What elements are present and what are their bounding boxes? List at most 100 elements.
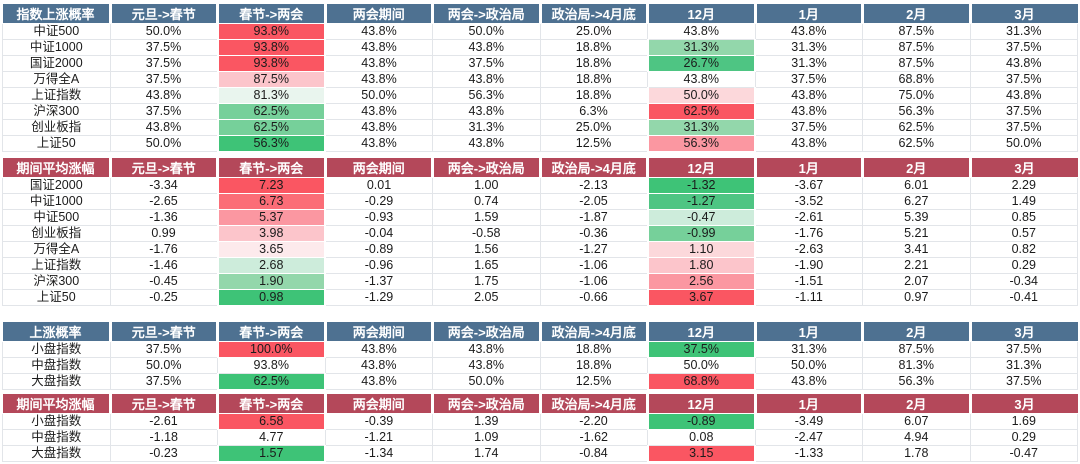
column-header: 春节->两会 [217, 158, 327, 178]
value-cell: 1.00 [432, 177, 541, 194]
value-cell: 62.5% [862, 135, 971, 152]
value-cell: 6.27 [862, 193, 971, 210]
value-cell: 75.0% [862, 87, 971, 104]
value-cell: 37.5% [109, 71, 218, 88]
column-header: 春节->两会 [217, 4, 327, 24]
column-header: 政治局->4月底 [540, 394, 649, 414]
value-cell: 0.57 [969, 225, 1078, 242]
column-header: 12月 [647, 158, 757, 178]
value-cell: 3.65 [216, 241, 326, 258]
value-cell: -0.36 [539, 225, 648, 242]
column-header: 两会->政治局 [432, 158, 542, 178]
value-cell: -1.32 [646, 177, 756, 194]
value-cell: 43.8% [324, 39, 433, 56]
value-cell: 56.3% [862, 373, 971, 390]
value-cell: 50.0% [754, 357, 863, 374]
value-cell: 31.3% [646, 119, 756, 136]
column-header: 2月 [862, 4, 972, 24]
table-row: 中证1000 -2.65 6.73 -0.29 0.74 -2.05 -1.27 -3.52 6… [2, 193, 1078, 210]
value-cell: 5.37 [216, 209, 326, 226]
section-title: 上涨概率 [2, 322, 112, 342]
value-cell: 93.8% [216, 39, 326, 56]
value-cell: 56.3% [862, 103, 971, 120]
value-cell: -1.51 [754, 273, 863, 290]
row-label: 中证1000 [2, 193, 111, 210]
value-cell: 2.56 [646, 273, 756, 290]
value-cell: 93.8% [217, 357, 326, 374]
row-label: 创业板指 [2, 225, 111, 242]
row-label: 万得全A [2, 71, 111, 88]
value-cell: 31.3% [969, 357, 1078, 374]
value-cell: -0.84 [539, 445, 648, 462]
value-cell: 37.5% [109, 39, 218, 56]
value-cell: -2.61 [109, 413, 218, 430]
value-cell: 43.8% [324, 71, 433, 88]
value-cell: 50.0% [432, 23, 541, 40]
value-cell: 31.3% [754, 55, 863, 72]
row-label: 国证2000 [2, 177, 111, 194]
header-row: 期间平均涨幅 元旦->春节 春节->两会 两会期间 两会->政治局 政治局->4月底 12月… [2, 394, 1078, 414]
value-cell: 50.0% [109, 357, 218, 374]
value-cell: 3.98 [216, 225, 326, 242]
value-cell: 2.07 [862, 273, 971, 290]
row-label: 沪深300 [2, 103, 111, 120]
value-cell: -1.87 [539, 209, 648, 226]
value-cell: 18.8% [539, 87, 648, 104]
column-header: 政治局->4月底 [540, 158, 649, 178]
value-cell: 37.5% [969, 39, 1078, 56]
header-row: 期间平均涨幅 元旦->春节 春节->两会 两会期间 两会->政治局 政治局->4月底 12月… [2, 158, 1078, 178]
value-cell: -3.67 [754, 177, 863, 194]
value-cell: 43.8% [109, 119, 218, 136]
row-label: 中证500 [2, 209, 111, 226]
value-cell: 7.23 [216, 177, 326, 194]
value-cell: 43.8% [432, 357, 541, 374]
value-cell: 31.3% [646, 39, 756, 56]
value-cell: -1.06 [539, 273, 648, 290]
value-cell: 6.01 [862, 177, 971, 194]
value-cell: -1.27 [539, 241, 648, 258]
value-cell: -0.58 [432, 225, 541, 242]
value-cell: 87.5% [862, 39, 971, 56]
column-header: 元旦->春节 [110, 158, 219, 178]
value-cell: 62.5% [646, 103, 756, 120]
value-cell: 31.3% [754, 341, 863, 358]
value-cell: 0.85 [969, 209, 1078, 226]
column-header: 两会->政治局 [432, 322, 542, 342]
value-cell: 50.0% [109, 23, 218, 40]
table-row: 大盘指数 37.5% 62.5% 43.8% 50.0% 12.5% 68.8% 43.8% 5… [2, 373, 1078, 390]
value-cell: 2.05 [432, 289, 541, 306]
column-header: 3月 [970, 394, 1078, 414]
value-cell: 43.8% [432, 71, 541, 88]
value-cell: 37.5% [969, 341, 1078, 358]
value-cell: 37.5% [109, 341, 218, 358]
value-cell: -1.27 [646, 193, 756, 210]
table-row: 小盘指数 37.5% 100.0% 43.8% 43.8% 18.8% 37.5% 31.3%… [2, 341, 1078, 358]
value-cell: 87.5% [216, 71, 326, 88]
value-cell: -0.96 [324, 257, 433, 274]
value-cell: 37.5% [969, 373, 1078, 390]
value-cell: 5.21 [862, 225, 971, 242]
row-label: 国证2000 [2, 55, 111, 72]
value-cell: -1.76 [754, 225, 863, 242]
value-cell: 37.5% [969, 119, 1078, 136]
row-label: 沪深300 [2, 273, 111, 290]
value-cell: 25.0% [539, 119, 648, 136]
value-cell: 81.3% [216, 87, 326, 104]
section-title: 期间平均涨幅 [2, 158, 112, 178]
value-cell: 1.74 [432, 445, 541, 462]
value-cell: 93.8% [216, 23, 326, 40]
value-cell: -1.46 [109, 257, 218, 274]
row-label: 上证50 [2, 289, 111, 306]
column-header: 2月 [862, 158, 972, 178]
column-header: 元旦->春节 [110, 4, 219, 24]
value-cell: 43.8% [324, 55, 433, 72]
value-cell: 43.8% [969, 87, 1078, 104]
column-header: 两会->政治局 [432, 4, 542, 24]
row-label: 创业板指 [2, 119, 111, 136]
value-cell: -1.36 [109, 209, 218, 226]
value-cell: -1.21 [324, 429, 433, 446]
value-cell: 43.8% [647, 23, 756, 40]
table-row: 上证指数 43.8% 81.3% 50.0% 56.3% 18.8% 50.0% 43.8% 7… [2, 87, 1078, 104]
value-cell: 2.68 [216, 257, 326, 274]
